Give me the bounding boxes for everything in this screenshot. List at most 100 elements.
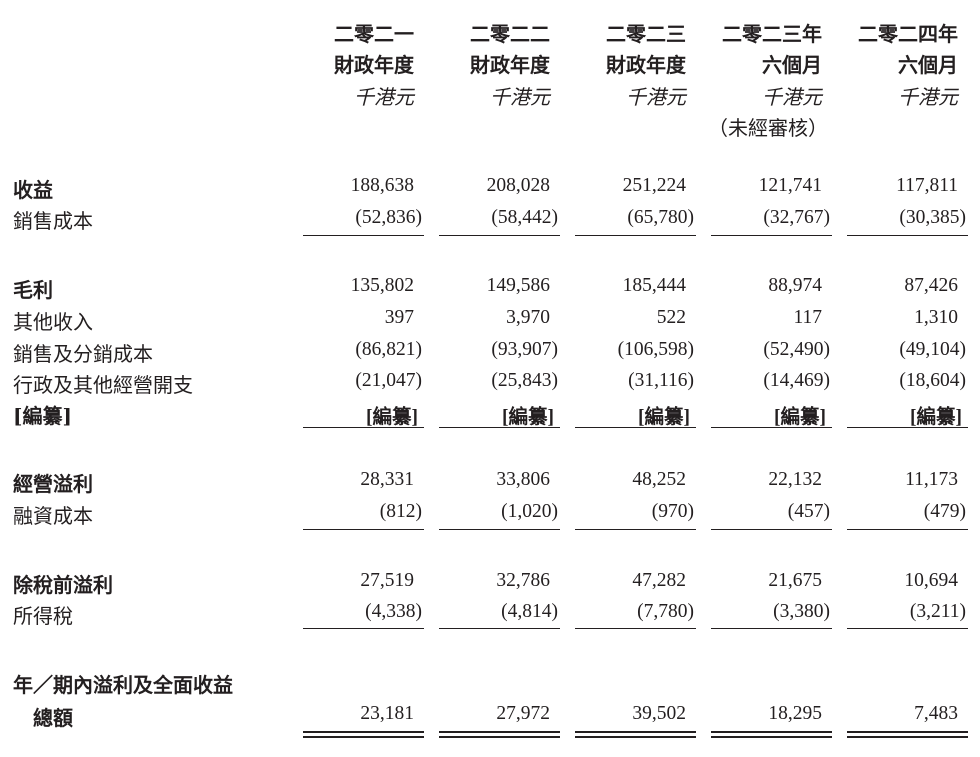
label-cost-of-sales: 銷售成本: [13, 209, 93, 233]
subtotal-rule: [303, 427, 424, 429]
value-cell: 32,786: [496, 570, 550, 591]
subtotal-rule: [439, 529, 560, 531]
col-2-header-line2: 財政年度: [470, 53, 550, 77]
value-cell: 87,426: [904, 275, 958, 296]
value-cell: 21,675: [768, 570, 822, 591]
subtotal-rule: [575, 628, 696, 630]
value-cell: 135,802: [350, 275, 414, 296]
col-4-unaudited-note: （未經審核）: [708, 116, 828, 140]
value-cell: 48,252: [632, 469, 686, 490]
value-cell: [編纂]: [638, 407, 690, 428]
value-cell: 1,310: [914, 307, 958, 328]
col-4-unit: 千港元: [762, 85, 822, 109]
value-cell: 149,586: [486, 275, 550, 296]
value-cell: (93,907): [491, 339, 558, 360]
value-cell: 185,444: [622, 275, 686, 296]
col-2-header-line1: 二零二二: [470, 22, 550, 46]
subtotal-rule: [575, 235, 696, 237]
value-cell: (31,116): [628, 370, 694, 391]
value-cell: (7,780): [637, 601, 694, 622]
label-revenue: 收益: [13, 178, 53, 202]
label-other-income: 其他收入: [13, 310, 93, 334]
col-1-unit: 千港元: [354, 85, 414, 109]
subtotal-rule: [847, 427, 968, 429]
value-cell: 11,173: [905, 469, 958, 490]
value-cell: (14,469): [763, 370, 830, 391]
col-5-unit: 千港元: [898, 85, 958, 109]
label-finance-costs: 融資成本: [13, 504, 93, 528]
value-cell: (457): [787, 501, 830, 522]
subtotal-rule: [303, 529, 424, 531]
value-cell: (52,490): [763, 339, 830, 360]
label-profit-total-line2: 總額: [33, 706, 73, 730]
value-cell: (25,843): [491, 370, 558, 391]
value-cell: 121,741: [758, 175, 822, 196]
value-cell: 397: [384, 307, 414, 328]
label-income-tax: 所得稅: [13, 604, 73, 628]
value-cell: (106,598): [617, 339, 694, 360]
col-5-header-line2: 六個月: [898, 53, 958, 77]
value-cell: 23,181: [360, 703, 414, 724]
col-4-header-line2: 六個月: [762, 53, 822, 77]
value-cell: 47,282: [632, 570, 686, 591]
value-cell: (52,836): [355, 207, 422, 228]
label-profit-before-tax: 除稅前溢利: [13, 573, 113, 597]
value-cell: 88,974: [768, 275, 822, 296]
total-double-rule: [303, 731, 424, 738]
value-cell: (4,338): [365, 601, 422, 622]
value-cell: [編纂]: [366, 407, 418, 428]
value-cell: (479): [923, 501, 966, 522]
subtotal-rule: [847, 529, 968, 531]
value-cell: 522: [656, 307, 686, 328]
value-cell: 18,295: [768, 703, 822, 724]
value-cell: [編纂]: [502, 407, 554, 428]
total-double-rule: [711, 731, 832, 738]
value-cell: (58,442): [491, 207, 558, 228]
total-double-rule: [575, 731, 696, 738]
value-cell: (86,821): [355, 339, 422, 360]
value-cell: 7,483: [914, 703, 958, 724]
subtotal-rule: [575, 529, 696, 531]
value-cell: 22,132: [768, 469, 822, 490]
value-cell: 33,806: [496, 469, 550, 490]
total-double-rule: [439, 731, 560, 738]
value-cell: (970): [651, 501, 694, 522]
label-operating-profit: 經營溢利: [13, 472, 93, 496]
col-3-header-line1: 二零二三: [606, 22, 686, 46]
col-1-header-line1: 二零二一: [334, 22, 414, 46]
value-cell: 39,502: [632, 703, 686, 724]
value-cell: 10,694: [904, 570, 958, 591]
label-admin-expenses: 行政及其他經營開支: [13, 373, 193, 397]
subtotal-rule: [303, 235, 424, 237]
value-cell: [編纂]: [774, 407, 826, 428]
col-3-header-line2: 財政年度: [606, 53, 686, 77]
subtotal-rule: [439, 235, 560, 237]
value-cell: 117: [793, 307, 822, 328]
value-cell: 27,519: [360, 570, 414, 591]
label-selling-distribution: 銷售及分銷成本: [13, 342, 153, 366]
value-cell: 188,638: [350, 175, 414, 196]
value-cell: (812): [379, 501, 422, 522]
subtotal-rule: [847, 628, 968, 630]
label-redacted: [編纂]: [13, 404, 72, 428]
col-1-header-line2: 財政年度: [334, 53, 414, 77]
value-cell: (65,780): [627, 207, 694, 228]
col-2-unit: 千港元: [490, 85, 550, 109]
subtotal-rule: [303, 628, 424, 630]
label-gross-profit: 毛利: [13, 278, 53, 302]
col-5-header-line1: 二零二四年: [858, 22, 958, 46]
subtotal-rule: [711, 529, 832, 531]
subtotal-rule: [847, 235, 968, 237]
value-cell: (1,020): [501, 501, 558, 522]
value-cell: (3,380): [773, 601, 830, 622]
value-cell: (32,767): [763, 207, 830, 228]
value-cell: (3,211): [909, 601, 966, 622]
value-cell: (30,385): [899, 207, 966, 228]
subtotal-rule: [575, 427, 696, 429]
subtotal-rule: [439, 628, 560, 630]
value-cell: (49,104): [899, 339, 966, 360]
label-profit-total-line1: 年／期內溢利及全面收益: [13, 673, 233, 697]
value-cell: (4,814): [501, 601, 558, 622]
value-cell: (21,047): [355, 370, 422, 391]
